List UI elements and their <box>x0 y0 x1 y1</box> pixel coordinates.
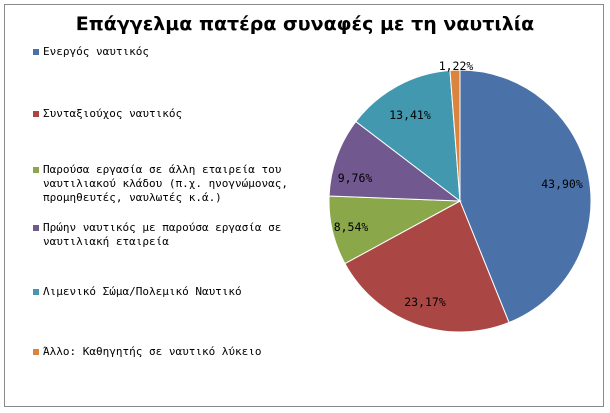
pie-slice-4 <box>328 120 462 202</box>
legend-swatch <box>33 167 39 173</box>
data-label-2: 23,17% <box>404 295 446 309</box>
pie-slice-1 <box>459 69 592 324</box>
legend-label: Παρούσα εργασία σε άλλη εταιρεία του ναυ… <box>43 163 289 204</box>
data-label-5: 13,41% <box>389 108 431 122</box>
pie-chart: 43,90% 23,17% 8,54% 9,76% 13,41% 1,22% <box>328 59 592 333</box>
legend-label: Λιμενικό Σώμα/Πολεμικό Ναυτικό <box>43 285 242 298</box>
data-label-3: 8,54% <box>334 220 369 234</box>
legend-label: Πρώην ναυτικός με παρούσα εργασία σε ναυ… <box>43 221 282 248</box>
chart-title: Επάγγελμα πατέρα συναφές με τη ναυτιλία <box>75 13 535 35</box>
legend-swatch <box>33 111 39 117</box>
chart-frame: Επάγγελμα πατέρα συναφές με τη ναυτιλία … <box>4 4 604 407</box>
legend-swatch <box>33 289 39 295</box>
legend-swatch <box>33 349 39 355</box>
pie-slice-5 <box>355 69 461 203</box>
chart-legend: Ενεργός ναυτικός Συνταξιούχος ναυτικός Π… <box>33 45 323 385</box>
pie-slice-2 <box>344 200 510 333</box>
legend-swatch <box>33 49 39 55</box>
data-label-6: 1,22% <box>439 59 474 73</box>
legend-label: Άλλο: Καθηγητής σε ναυτικό λύκειο <box>43 345 262 358</box>
legend-label: Συνταξιούχος ναυτικός <box>43 107 183 120</box>
pie-slice-6 <box>449 69 461 202</box>
data-label-4: 9,76% <box>338 171 373 185</box>
legend-swatch <box>33 225 39 231</box>
data-label-1: 43,90% <box>541 177 583 191</box>
legend-label: Ενεργός ναυτικός <box>43 45 149 58</box>
